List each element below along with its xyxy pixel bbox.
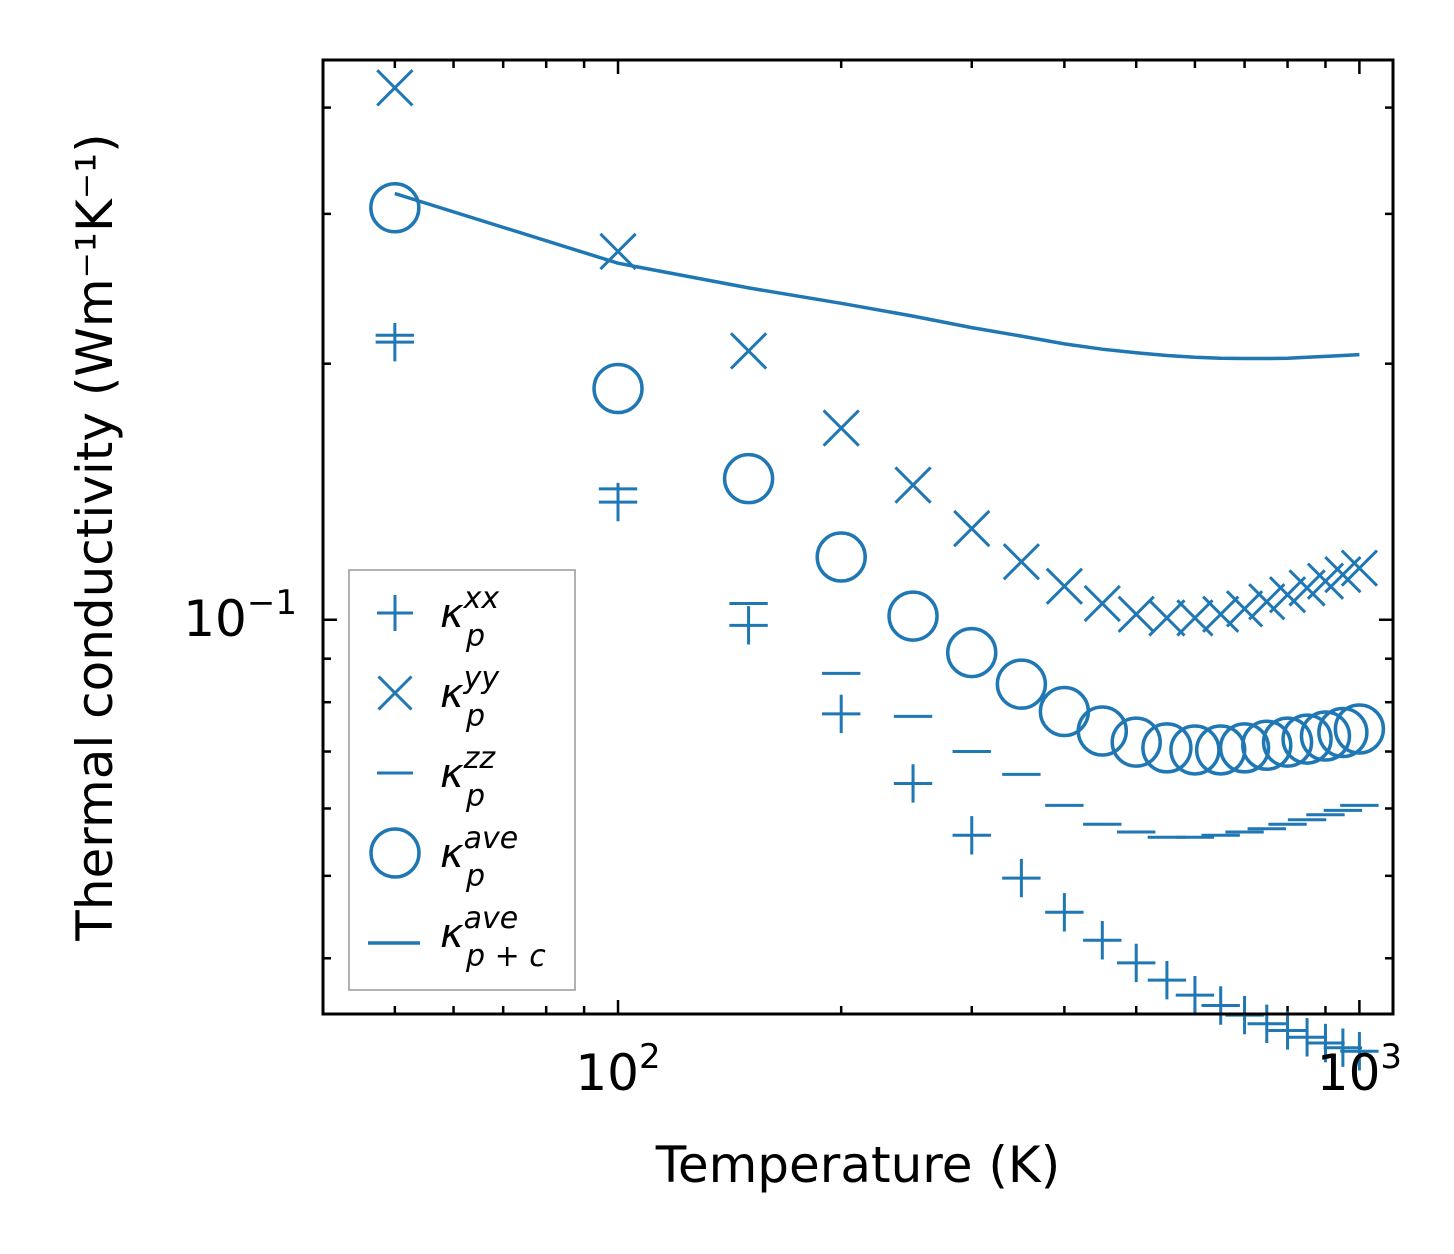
data-point bbox=[376, 69, 414, 107]
data-point bbox=[599, 232, 637, 271]
data-point bbox=[1247, 1004, 1286, 1043]
data-point bbox=[1281, 713, 1333, 765]
data-point bbox=[1141, 722, 1193, 774]
data-point bbox=[1225, 590, 1264, 628]
series-kappa_yy bbox=[376, 69, 1379, 637]
y-tick-label: 10−1 bbox=[183, 583, 297, 648]
legend-entry: κave p + c bbox=[368, 901, 546, 974]
legend-entry: κyy p bbox=[377, 661, 500, 734]
series-kappa_zz bbox=[375, 333, 1379, 839]
data-point bbox=[1268, 1011, 1307, 1050]
data-point bbox=[1045, 567, 1084, 605]
data-point bbox=[1175, 975, 1215, 1015]
series-line bbox=[394, 191, 1360, 361]
data-point bbox=[1117, 595, 1155, 633]
legend-label: κzz p bbox=[440, 741, 496, 814]
data-point bbox=[369, 182, 421, 234]
data-point bbox=[952, 816, 991, 855]
data-point bbox=[887, 590, 939, 642]
data-point bbox=[1218, 722, 1271, 774]
legend-label: κyy p bbox=[440, 661, 500, 734]
data-point bbox=[1340, 1032, 1379, 1071]
data-point bbox=[729, 332, 768, 370]
data-point bbox=[821, 694, 861, 734]
data-point bbox=[953, 509, 991, 548]
data-point bbox=[1083, 921, 1122, 960]
data-point bbox=[1340, 549, 1379, 587]
data-point bbox=[1076, 705, 1129, 757]
data-point bbox=[729, 606, 768, 645]
data-point bbox=[893, 764, 933, 803]
data-point bbox=[722, 452, 775, 505]
plot-data bbox=[369, 69, 1386, 1071]
data-point bbox=[815, 531, 867, 583]
data-point bbox=[1202, 595, 1240, 633]
legend-entry: κxx p bbox=[377, 581, 499, 654]
data-point bbox=[1287, 1018, 1327, 1057]
plot-frame bbox=[321, 58, 1395, 1016]
series-kappa_ave bbox=[369, 182, 1386, 776]
data-point bbox=[1002, 543, 1041, 581]
legend-label: κave p + c bbox=[440, 901, 546, 974]
data-point bbox=[375, 322, 415, 362]
data-point bbox=[1261, 716, 1314, 768]
data-point bbox=[1268, 576, 1307, 614]
data-point bbox=[945, 626, 998, 679]
x-axis-label: Temperature (K) bbox=[655, 1136, 1060, 1194]
data-point bbox=[1323, 1028, 1363, 1067]
data-point bbox=[1333, 703, 1386, 755]
data-point bbox=[1117, 943, 1156, 983]
data-point bbox=[1317, 706, 1369, 759]
legend-box bbox=[348, 569, 576, 991]
data-point bbox=[1083, 584, 1121, 623]
legend-entry: κzz p bbox=[377, 741, 496, 814]
axis-labels: Temperature (K) Thermal conductivity (Wm… bbox=[66, 133, 1402, 1194]
data-point bbox=[592, 362, 644, 415]
data-point bbox=[1110, 716, 1162, 768]
data-point bbox=[1248, 583, 1286, 621]
legend-label: κxx p bbox=[440, 581, 499, 654]
data-point bbox=[1148, 599, 1186, 637]
data-point bbox=[1299, 710, 1352, 762]
legend-entry: κave p bbox=[369, 821, 518, 894]
data-point bbox=[1038, 685, 1091, 738]
data-point bbox=[1169, 724, 1221, 776]
data-point bbox=[1201, 986, 1240, 1025]
legend-marker bbox=[369, 827, 421, 879]
data-point bbox=[1002, 858, 1041, 898]
data-point bbox=[822, 409, 860, 447]
data-point bbox=[894, 466, 932, 504]
data-point bbox=[1306, 1023, 1345, 1063]
data-point bbox=[1045, 893, 1084, 932]
x-tick-label: 103 bbox=[1317, 1037, 1402, 1102]
x-tick-label: 102 bbox=[575, 1037, 660, 1102]
data-point bbox=[1176, 599, 1214, 637]
series-kappa_pc_ave bbox=[394, 191, 1360, 361]
y-axis-label: Thermal conductivity (Wm⁻¹K⁻¹) bbox=[66, 133, 124, 941]
legend-marker bbox=[377, 595, 413, 631]
legend-marker bbox=[377, 675, 413, 711]
data-point bbox=[995, 658, 1048, 710]
data-point bbox=[1147, 960, 1187, 1000]
data-point bbox=[1241, 719, 1293, 772]
legend-label: κave p bbox=[440, 821, 518, 894]
